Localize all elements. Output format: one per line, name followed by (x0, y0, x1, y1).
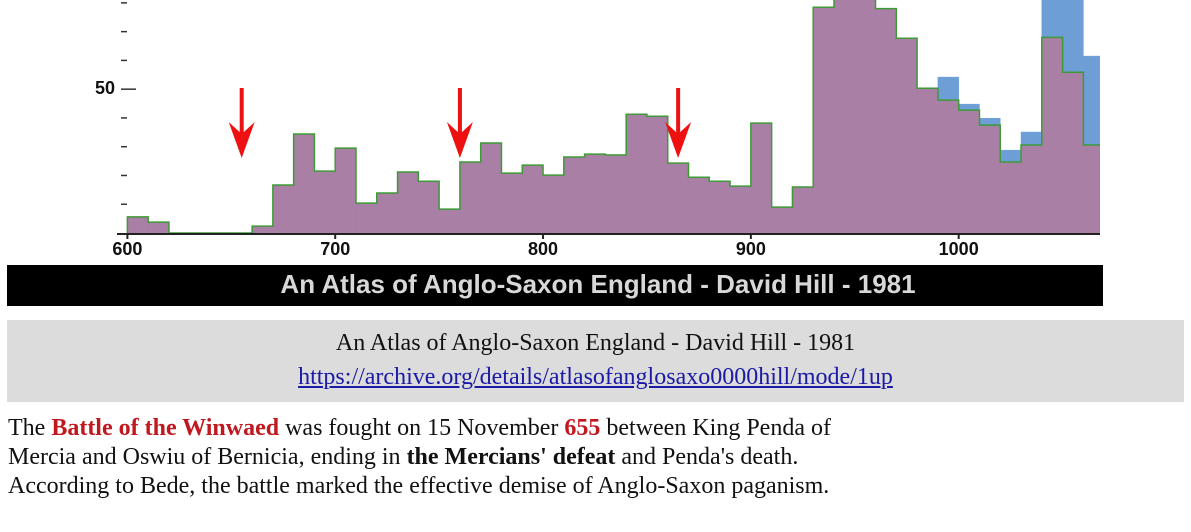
red-arrow (228, 88, 255, 158)
histogram-bar (729, 185, 752, 233)
histogram-bar (688, 176, 710, 233)
x-tick-label: 600 (112, 239, 142, 259)
text-run: and Penda's death. According to Bede, th… (8, 444, 830, 499)
histogram-bar (667, 162, 689, 233)
histogram-bar (1083, 144, 1100, 233)
histogram-bar (792, 186, 814, 233)
histogram-bar (501, 172, 523, 233)
histogram-bar (1062, 71, 1084, 233)
arrow-head (665, 122, 692, 158)
histogram-bar (999, 161, 1022, 233)
paragraph: The Battle of the Winwaed was fought on … (8, 414, 898, 501)
x-tick-label: 700 (320, 239, 350, 259)
histogram-bar (542, 174, 565, 233)
histogram-bar (1020, 144, 1043, 233)
text-run: the Mercians' defeat (406, 444, 616, 470)
histogram-bar (625, 113, 648, 233)
histogram-bar (480, 142, 502, 233)
x-tick-label: 800 (528, 239, 558, 259)
histogram-bar (896, 38, 918, 233)
histogram-bar (293, 133, 315, 233)
histogram-bar (958, 109, 980, 233)
axes: 600 700 800 900 1000 50 (95, 2, 1100, 259)
caption-box: An Atlas of Anglo-Saxon England - David … (7, 320, 1184, 402)
chart-figure: 600 700 800 900 1000 50 An Atlas of Anglo-Sax… (7, 0, 1103, 306)
histogram-bar (127, 216, 149, 233)
histogram-bar (438, 208, 461, 233)
histogram-bar (355, 202, 378, 233)
histogram-bar (854, 0, 876, 233)
arrow-head (446, 122, 473, 158)
histogram-bar (750, 122, 772, 233)
histogram-bar (771, 206, 793, 233)
text-run: between King Penda of Mercia and Oswiu o… (8, 415, 831, 470)
text-run: Battle of the Winwaed (51, 415, 280, 441)
histogram-bar (875, 8, 897, 233)
histogram-bar (251, 225, 274, 233)
caption-title: An Atlas of Anglo-Saxon England - David … (335, 330, 856, 356)
arrow-head (228, 122, 255, 158)
banner-text: An Atlas of Anglo-Saxon England - David … (280, 269, 915, 299)
histogram-bar (563, 156, 585, 233)
histogram-bar (334, 147, 357, 233)
histogram-bar (272, 184, 294, 233)
x-tick-label: 1000 (939, 239, 979, 259)
text-run: The (8, 415, 52, 441)
histogram-bar (522, 164, 544, 233)
text-run: 655 (564, 415, 601, 441)
text-run: was fought on 15 November (279, 415, 565, 441)
x-tick-label: 900 (736, 239, 766, 259)
histogram-bar (937, 99, 959, 233)
histogram-bar (1041, 37, 1063, 233)
red-arrow (665, 88, 692, 158)
histogram-bar (397, 171, 419, 233)
histogram-bar (812, 6, 835, 233)
banner (7, 265, 1103, 306)
histogram-bar (916, 88, 939, 233)
histogram-bar (979, 124, 1001, 233)
plot-area (126, 0, 1100, 233)
histogram-bar (459, 161, 481, 233)
histogram-bar (418, 180, 440, 233)
histogram-outline (126, 0, 1100, 233)
red-arrow (446, 88, 473, 158)
y-tick-label: 50 (95, 78, 115, 98)
histogram-bar (709, 180, 731, 233)
histogram-bar (833, 0, 856, 233)
histogram-bar (605, 154, 627, 233)
histogram-bar (314, 170, 336, 233)
histogram-bar (584, 153, 606, 233)
histogram-bar (646, 115, 668, 233)
histogram-bar (147, 221, 170, 233)
caption-link[interactable]: https://archive.org/details/atlasofanglo… (298, 364, 893, 390)
histogram-bar (376, 192, 398, 233)
